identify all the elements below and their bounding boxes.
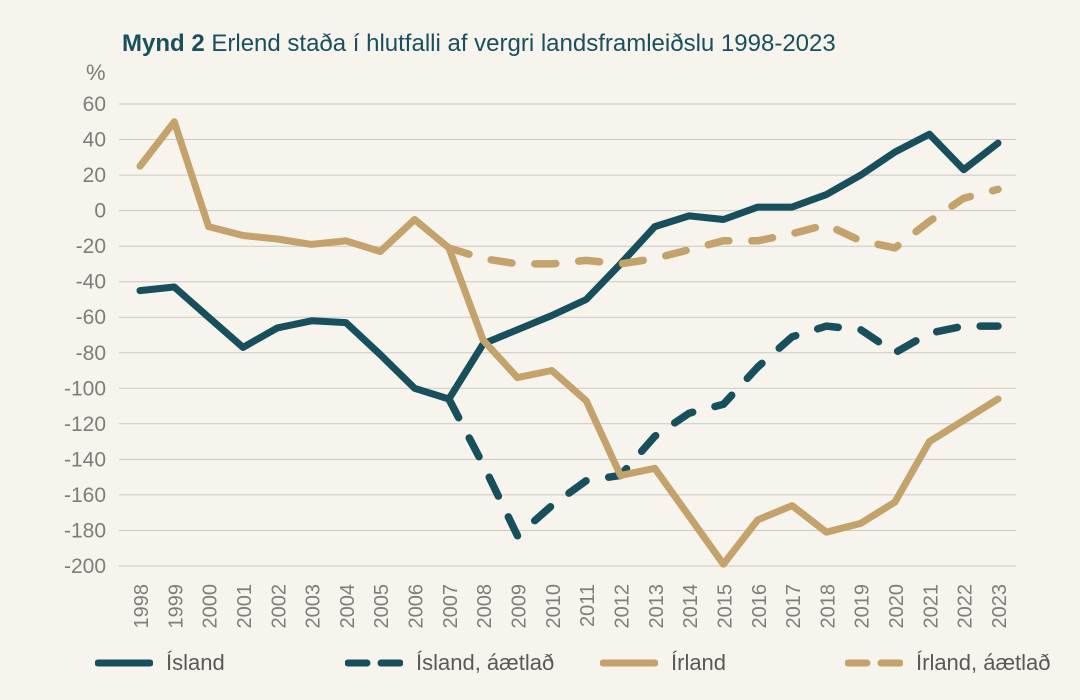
svg-text:2019: 2019 [852,584,874,629]
svg-text:40: 40 [83,129,106,152]
svg-text:20: 20 [83,164,106,187]
legend-swatch-island-dashed [345,659,403,667]
svg-text:2014: 2014 [680,584,702,629]
svg-text:2022: 2022 [955,584,977,629]
series-line-irland-aaetlad [445,185,1002,268]
series-line-island-aaetlad [445,322,1002,540]
svg-text:-180: -180 [64,520,106,543]
svg-text:2005: 2005 [371,584,393,629]
svg-text:2020: 2020 [886,584,908,629]
figure-number: Mynd 2 [122,30,205,57]
svg-text:-160: -160 [64,484,106,507]
y-axis-tick-labels: 60 40 20 0 -20 -40 -60 -80 -100 -120 -140 -160 -180 -… [64,93,106,578]
legend-label: Írland [671,650,727,675]
svg-text:2006: 2006 [406,584,428,629]
y-axis-unit-label: % [86,60,106,85]
svg-text:2016: 2016 [749,584,771,629]
svg-text:2017: 2017 [783,584,805,629]
svg-text:2000: 2000 [200,584,222,629]
svg-text:2003: 2003 [303,584,325,629]
svg-text:60: 60 [83,93,106,116]
svg-text:-200: -200 [64,555,106,578]
svg-text:2008: 2008 [474,584,496,629]
series-line-irland [136,118,1002,568]
svg-text:2002: 2002 [268,584,290,629]
x-axis-tick-labels: 1998 1999 2000 2001 2002 2003 2004 2005 2006 2007… [131,584,1011,629]
svg-text:1998: 1998 [131,584,153,629]
svg-text:2007: 2007 [440,584,462,629]
legend-swatch-island-solid [95,659,153,667]
legend-item-island: Ísland [95,650,225,676]
svg-text:-100: -100 [64,377,106,400]
legend-item-irland-aaetlad: Írland, áætlað [845,650,1051,676]
svg-text:2023: 2023 [989,584,1011,629]
svg-text:2011: 2011 [577,584,599,627]
svg-text:-60: -60 [76,306,106,329]
series-line-island [136,130,1002,403]
figure-title-text: Erlend staða í hlutfalli af vergri lands… [204,30,836,57]
figure-title: Mynd 2 Erlend staða í hlutfalli af vergr… [122,30,836,58]
svg-text:-80: -80 [76,342,106,365]
svg-text:-40: -40 [76,271,106,294]
svg-text:2001: 2001 [234,584,256,629]
svg-text:-120: -120 [64,413,106,436]
legend-swatch-irland-dashed [845,659,903,667]
legend-label: Írland, áætlað [916,650,1051,675]
gridlines [119,103,1016,567]
svg-text:0: 0 [94,200,106,223]
svg-text:2013: 2013 [646,584,668,629]
svg-text:2004: 2004 [337,584,359,629]
legend-item-island-aaetlad: Ísland, áætlað [345,650,554,676]
legend-swatch-irland-solid [600,659,658,667]
legend-item-irland: Írland [600,650,726,676]
legend-label: Ísland [166,650,225,675]
svg-text:2015: 2015 [714,584,736,629]
legend-label: Ísland, áætlað [416,650,555,675]
svg-text:-20: -20 [76,235,106,258]
svg-text:2009: 2009 [509,584,531,629]
svg-text:2012: 2012 [612,584,634,629]
svg-text:2018: 2018 [817,584,839,629]
svg-text:2021: 2021 [920,584,942,629]
svg-text:1999: 1999 [165,584,187,629]
svg-text:-140: -140 [64,448,106,471]
svg-text:2010: 2010 [543,584,565,629]
